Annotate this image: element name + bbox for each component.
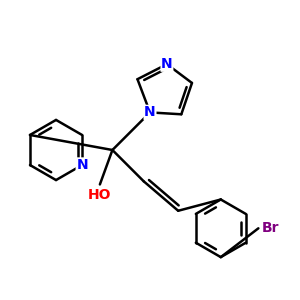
Text: N: N [161,57,173,71]
Text: N: N [76,158,88,172]
Text: Br: Br [262,221,279,235]
Text: HO: HO [88,188,112,202]
Text: N: N [144,105,156,119]
